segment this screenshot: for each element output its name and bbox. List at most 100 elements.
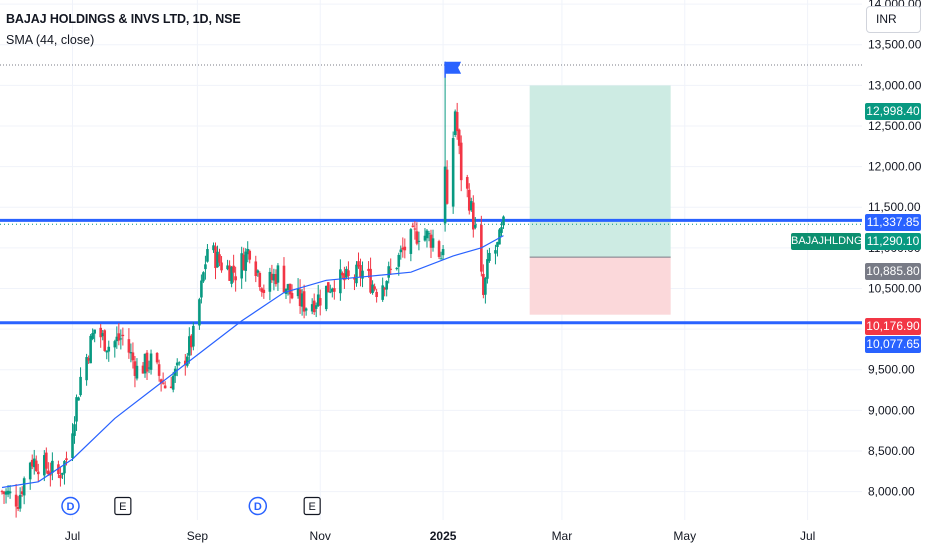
candle-body — [61, 472, 64, 475]
candle-body — [385, 281, 388, 290]
earnings-marker-icon — [114, 496, 132, 516]
candle-body — [331, 288, 334, 292]
candle-body — [117, 333, 121, 341]
candle-body — [403, 246, 407, 251]
candle-body — [316, 294, 320, 306]
dividend-marker-label: D — [254, 501, 262, 513]
candle-body — [453, 111, 457, 135]
x-tick-label: Mar — [552, 529, 573, 543]
candle-body — [105, 350, 109, 353]
candle-body — [4, 491, 8, 495]
candle-body — [93, 329, 96, 334]
candle-body — [258, 272, 262, 288]
candle-body — [171, 375, 175, 390]
currency-button[interactable]: INR — [866, 6, 921, 33]
candle-body — [147, 367, 151, 369]
x-tick-label: Jul — [65, 529, 80, 543]
candle-body — [361, 270, 364, 279]
candle-body — [34, 460, 38, 471]
candle-body — [214, 246, 217, 269]
stop-zone — [529, 257, 671, 315]
candle-body — [36, 471, 40, 475]
candle-body — [183, 360, 187, 365]
candle-body — [369, 268, 372, 293]
candle-body — [423, 235, 427, 241]
candle-body — [75, 397, 78, 422]
candle-body — [16, 506, 20, 509]
candle-body — [347, 270, 350, 277]
candle-body — [129, 352, 133, 354]
indicator-title[interactable]: SMA (44, close) — [6, 33, 95, 47]
candle-body — [192, 325, 195, 347]
candle-body — [2, 491, 6, 494]
candle-body — [77, 397, 80, 401]
candle-body — [254, 261, 258, 277]
candle-body — [413, 228, 417, 230]
candle-body — [417, 240, 421, 242]
candle-body — [494, 250, 497, 254]
candle-body — [381, 285, 384, 300]
candle-body — [99, 327, 103, 338]
candle-body — [145, 352, 149, 372]
candle-body — [91, 333, 94, 339]
chart-grid — [0, 0, 862, 520]
dividend-marker-icon — [61, 496, 80, 516]
candle-body — [282, 265, 286, 293]
candle-body — [89, 335, 92, 364]
candle-body — [445, 169, 449, 204]
y-tick-label: 14,000.00 — [868, 0, 922, 11]
candle-body — [371, 284, 374, 294]
candle-body — [427, 233, 431, 235]
candle-body — [87, 358, 90, 361]
candle-body — [451, 138, 455, 207]
candle-body — [159, 379, 163, 384]
candle-body — [411, 225, 415, 227]
candle-body — [290, 292, 294, 299]
x-tick-label: Jul — [800, 529, 815, 543]
candle-body — [157, 364, 161, 376]
candle-body — [268, 271, 272, 292]
candle-body — [127, 339, 131, 353]
candle-body — [175, 362, 179, 366]
candle-body — [8, 491, 12, 494]
candle-body — [482, 273, 485, 295]
candle-body — [256, 270, 260, 273]
sma-series — [1, 235, 504, 489]
candle-body — [101, 333, 105, 337]
candle-body — [270, 273, 274, 281]
candle-body — [395, 267, 399, 270]
candle-body — [28, 462, 32, 480]
candle-body — [304, 308, 308, 311]
candle-body — [51, 460, 54, 473]
candle-body — [262, 289, 266, 294]
y-tick-label: 8,500.00 — [868, 444, 915, 458]
candle-body — [286, 284, 290, 290]
candle-body — [85, 357, 88, 381]
candle-body — [212, 245, 215, 251]
candle-body — [387, 266, 391, 278]
candle-body — [439, 258, 443, 260]
candle-body — [355, 264, 358, 284]
candle-body — [206, 249, 209, 262]
candle-body — [135, 365, 139, 379]
candle-body — [345, 268, 348, 278]
candle-body — [32, 458, 36, 468]
y-tick-label: 12,000.00 — [868, 160, 922, 174]
candle-body — [459, 142, 463, 181]
y-tick-label: 9,500.00 — [868, 363, 915, 377]
candle-body — [367, 268, 370, 271]
symbol-title[interactable]: BAJAJ HOLDINGS & INVS LTD, 1D, NSE — [6, 12, 241, 26]
candle-body — [397, 254, 401, 267]
candle-body — [401, 247, 405, 250]
candle-body — [22, 478, 26, 496]
y-tick-label: 8,000.00 — [868, 485, 915, 499]
candle-body — [202, 272, 205, 282]
candle-body — [119, 338, 123, 340]
candle-body — [200, 280, 203, 298]
y-tick-label: 13,000.00 — [868, 78, 922, 92]
entry-price-label: 10,885.80 — [865, 263, 921, 280]
candle-body — [373, 286, 376, 290]
candle-body — [107, 346, 111, 352]
horizontal-lines — [0, 64, 862, 325]
